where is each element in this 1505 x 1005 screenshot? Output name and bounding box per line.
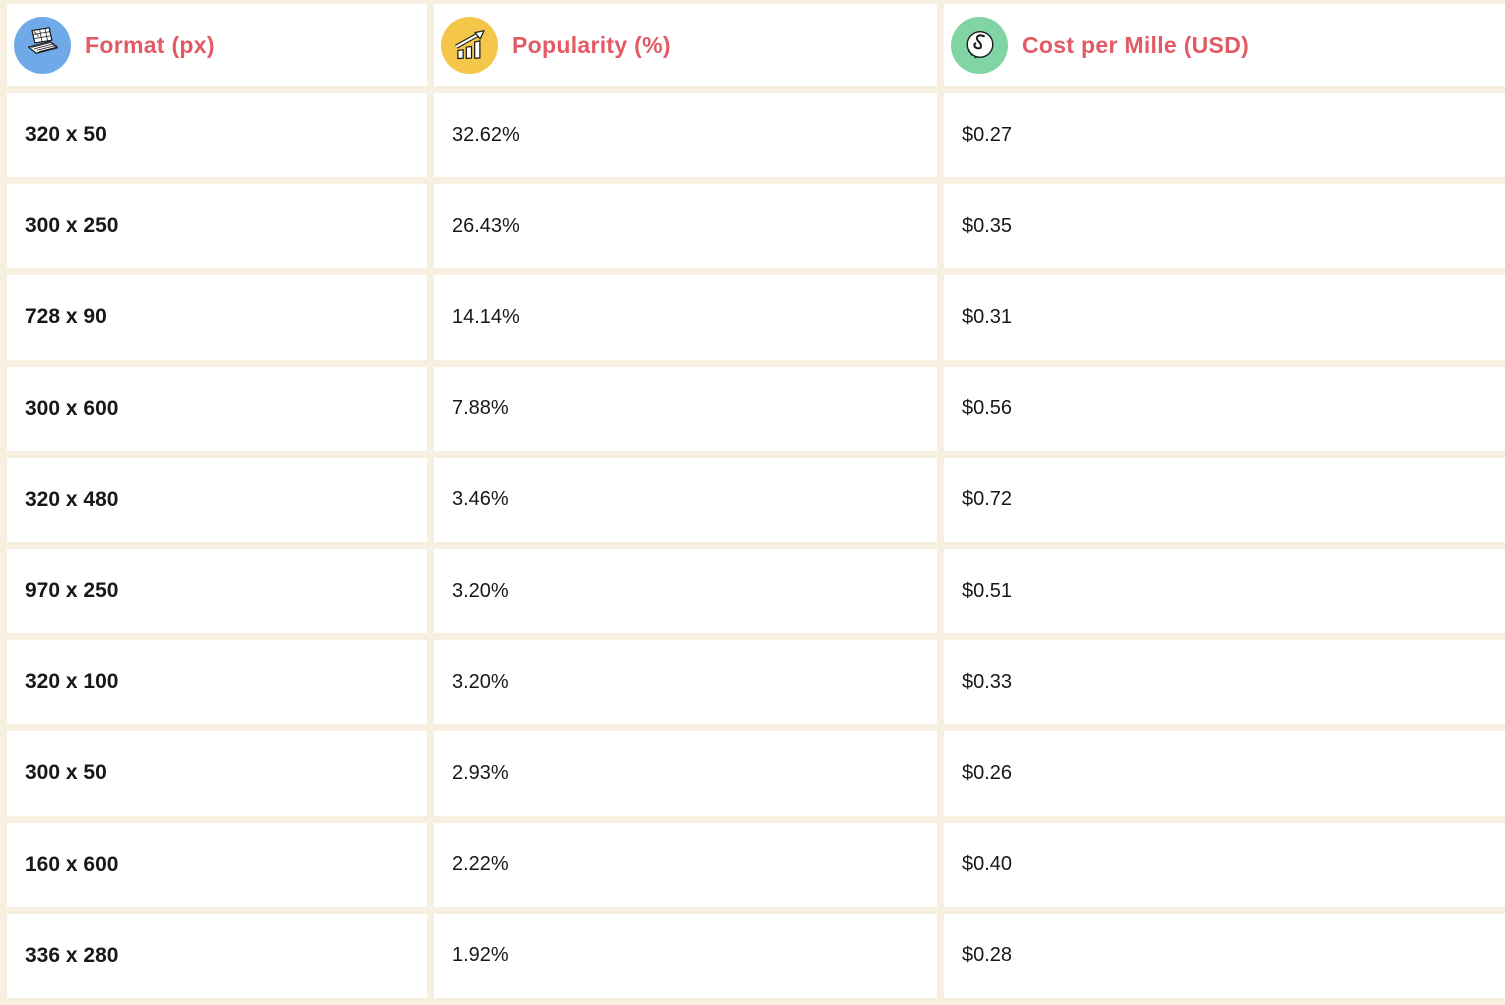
- format-value: 300 x 250: [25, 214, 119, 238]
- cost-value: $0.72: [962, 488, 1013, 511]
- cost-value: $0.28: [962, 944, 1013, 967]
- cost-value: $0.40: [962, 853, 1013, 876]
- cost-cell: $0.33: [944, 640, 1505, 725]
- format-cell: 320 x 50: [7, 93, 427, 178]
- popularity-value: 1.92%: [452, 944, 509, 967]
- popularity-cell: 1.92%: [434, 913, 937, 998]
- popularity-value: 3.20%: [452, 579, 509, 602]
- cost-value: $0.51: [962, 579, 1013, 602]
- table-row: 320 x 50 32.62% $0.27: [7, 93, 1505, 178]
- popularity-cell: 32.62%: [434, 93, 937, 178]
- format-cell: 728 x 90: [7, 275, 427, 360]
- table-row: 300 x 50 2.93% $0.26: [7, 731, 1505, 816]
- format-value: 300 x 50: [25, 761, 107, 785]
- header-popularity-label: Popularity (%): [512, 31, 671, 58]
- header-cost-wrap: Cost per Mille (USD): [944, 16, 1505, 74]
- popularity-cell: 26.43%: [434, 184, 937, 269]
- table-row: 728 x 90 14.14% $0.31: [7, 275, 1505, 360]
- popularity-cell: 2.22%: [434, 822, 937, 907]
- cost-value: $0.27: [962, 123, 1013, 146]
- header-cost: Cost per Mille (USD): [944, 4, 1505, 86]
- format-value: 728 x 90: [25, 305, 107, 329]
- popularity-cell: 7.88%: [434, 366, 937, 451]
- popularity-value: 3.46%: [452, 488, 509, 511]
- header-format-label: Format (px): [85, 31, 215, 58]
- table-body: 320 x 50 32.62% $0.27 300 x 250 26.43% $…: [7, 93, 1505, 998]
- format-cell: 300 x 250: [7, 184, 427, 269]
- format-cell: 320 x 100: [7, 640, 427, 725]
- cost-cell: $0.31: [944, 275, 1505, 360]
- popularity-cell: 2.93%: [434, 731, 937, 816]
- format-cell: 300 x 600: [7, 366, 427, 451]
- table-row: 300 x 250 26.43% $0.35: [7, 184, 1505, 269]
- format-value: 320 x 50: [25, 123, 107, 147]
- cost-value: $0.33: [962, 670, 1013, 693]
- format-cell: 320 x 480: [7, 457, 427, 542]
- cost-cell: $0.26: [944, 731, 1505, 816]
- table-row: 336 x 280 1.92% $0.28: [7, 913, 1505, 998]
- format-cell: 336 x 280: [7, 913, 427, 998]
- popularity-cell: 3.20%: [434, 640, 937, 725]
- header-format: Format (px): [7, 4, 427, 86]
- popularity-value: 26.43%: [452, 214, 520, 237]
- format-value: 300 x 600: [25, 396, 119, 420]
- header-format-wrap: Format (px): [7, 16, 427, 74]
- header-popularity: Popularity (%): [434, 4, 937, 86]
- cost-cell: $0.72: [944, 457, 1505, 542]
- bar-chart-growth-icon: [441, 16, 498, 74]
- dollar-coin-icon: [951, 16, 1008, 74]
- format-cell: 160 x 600: [7, 822, 427, 907]
- table-row: 320 x 100 3.20% $0.33: [7, 640, 1505, 725]
- popularity-value: 2.22%: [452, 853, 509, 876]
- popularity-value: 14.14%: [452, 305, 520, 328]
- cost-value: $0.35: [962, 214, 1013, 237]
- cost-cell: $0.35: [944, 184, 1505, 269]
- format-value: 320 x 480: [25, 487, 119, 511]
- header-popularity-wrap: Popularity (%): [434, 16, 937, 74]
- header-row: Format (px): [7, 4, 1505, 86]
- format-value: 320 x 100: [25, 670, 119, 694]
- table-row: 300 x 600 7.88% $0.56: [7, 366, 1505, 451]
- cost-value: $0.56: [962, 397, 1013, 420]
- cost-cell: $0.28: [944, 913, 1505, 998]
- table-row: 970 x 250 3.20% $0.51: [7, 548, 1505, 634]
- popularity-cell: 14.14%: [434, 275, 937, 360]
- cost-cell: $0.27: [944, 93, 1505, 178]
- cost-value: $0.31: [962, 305, 1013, 328]
- format-value: 160 x 600: [25, 852, 119, 876]
- popularity-cell: 3.46%: [434, 457, 937, 542]
- header-cost-label: Cost per Mille (USD): [1022, 31, 1250, 58]
- popularity-value: 3.20%: [452, 670, 509, 693]
- popularity-cell: 3.20%: [434, 548, 937, 634]
- cost-cell: $0.56: [944, 366, 1505, 451]
- format-cell: 300 x 50: [7, 731, 427, 816]
- table-row: 320 x 480 3.46% $0.72: [7, 457, 1505, 542]
- format-cell: 970 x 250: [7, 548, 427, 634]
- cost-cell: $0.51: [944, 548, 1505, 634]
- popularity-value: 32.62%: [452, 123, 520, 146]
- popularity-value: 7.88%: [452, 397, 509, 420]
- cost-cell: $0.40: [944, 822, 1505, 907]
- format-value: 970 x 250: [25, 579, 119, 603]
- laptop-icon: [14, 16, 71, 74]
- format-value: 336 x 280: [25, 943, 119, 967]
- table-row: 160 x 600 2.22% $0.40: [7, 822, 1505, 907]
- popularity-value: 2.93%: [452, 761, 509, 784]
- cost-value: $0.26: [962, 761, 1013, 784]
